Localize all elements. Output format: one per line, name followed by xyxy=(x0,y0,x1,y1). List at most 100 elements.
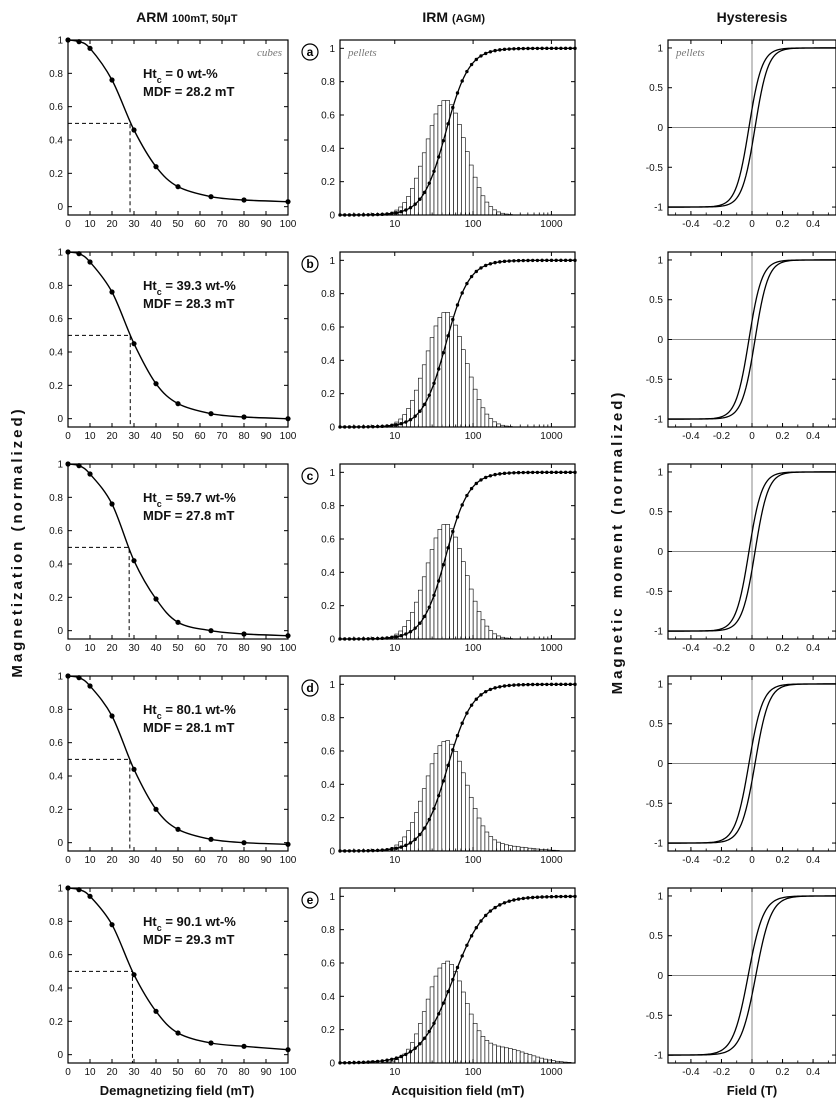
irm-panel-b-point-3 xyxy=(352,425,356,429)
arm-panel-e-point-1 xyxy=(76,887,82,893)
hysteresis-panel-b-xtick-label-4: 0.4 xyxy=(806,431,820,442)
irm-panel-a-point-21 xyxy=(437,155,441,159)
hysteresis-column-title: Hysteresis xyxy=(717,9,788,25)
irm-panel-b-hist-bar-18 xyxy=(453,324,458,428)
hysteresis-panel-c-ytick-label-4: 1 xyxy=(657,467,663,478)
hysteresis-panel-b-xtick-label-2: 0 xyxy=(749,431,755,442)
irm-panel-e-point-4 xyxy=(357,1060,361,1065)
arm-panel-e-point-9 xyxy=(285,1047,291,1053)
arm-panel-c-mdf-guide xyxy=(68,546,130,639)
irm-panel-d-hist-bar-12 xyxy=(425,775,431,852)
irm-panel-c-hist-bar-10 xyxy=(421,576,427,640)
arm-panel-d-point-5 xyxy=(153,806,159,812)
irm-panel-c-point-25 xyxy=(455,515,460,519)
irm-panel-b-point-7 xyxy=(371,425,375,429)
arm-panel-c: 0 10 20 30 40 50 60 70 80 90 100 0 0.2 0.4 0.6 0.8 1 Htc … xyxy=(49,460,319,654)
arm-panel-e-ytick-label-4: 0.8 xyxy=(49,917,63,928)
hysteresis-panel-d-xtick-label-0: -0.4 xyxy=(682,855,700,866)
irm-panel-c-hist-bar-11 xyxy=(425,562,431,640)
hysteresis-panel-e-ytick-label-1: -0.5 xyxy=(646,1011,664,1022)
arm-panel-c-point-3 xyxy=(109,501,115,507)
hysteresis-panel-e-ytick-label-4: 1 xyxy=(657,891,663,902)
irm-panel-e-point-31 xyxy=(484,913,488,918)
arm-panel-a-point-0 xyxy=(65,37,71,43)
irm-panel-e-point-48 xyxy=(563,894,568,899)
arm-panel-e-point-3 xyxy=(109,922,115,928)
irm-panel-b-point-47 xyxy=(559,258,563,263)
irm-panel-a-point-45 xyxy=(549,46,554,51)
arm-panel-d-ytick-label-1: 0.2 xyxy=(49,805,63,816)
arm-panel-a-xtick-label-5: 50 xyxy=(172,219,184,230)
irm-panel-e-point-0 xyxy=(338,1061,342,1065)
irm-panel-b-point-19 xyxy=(427,393,431,397)
irm-panel-d-hist-bar-29 xyxy=(492,839,497,852)
irm-panel-e-hist-bar-27 xyxy=(488,1042,494,1064)
irm-panel-a-hist-bar-26 xyxy=(484,201,490,216)
irm-panel-c-point-43 xyxy=(540,470,544,475)
arm-panel-c-point-2 xyxy=(87,471,93,477)
arm-panel-b-xtick-label-10: 100 xyxy=(280,431,297,442)
irm-panel-e-hist-bar-28 xyxy=(492,1044,497,1064)
irm-panel-c-point-6 xyxy=(366,637,370,641)
irm-panel-e-point-25 xyxy=(455,965,460,970)
irm-panel-a-hist-bar-27 xyxy=(488,206,494,216)
irm-panel-e-ytick-label-2: 0.4 xyxy=(321,992,335,1003)
irm-panel-d-hist-bar-11 xyxy=(421,788,427,852)
irm-panel-e-point-38 xyxy=(516,897,521,901)
irm-panel-d-point-24 xyxy=(451,748,455,752)
arm-panel-a-xtick-label-2: 20 xyxy=(106,219,118,230)
arm-panel-e-letter-badge xyxy=(301,891,319,909)
irm-panel-e-point-35 xyxy=(502,901,507,905)
irm-panel-c-point-14 xyxy=(404,632,408,636)
irm-panel-b-point-24 xyxy=(451,317,455,322)
hysteresis-panel-b-ytick-label-4: 1 xyxy=(657,255,663,266)
arm-panel-e-point-6 xyxy=(175,1030,181,1036)
irm-panel-b-point-42 xyxy=(535,258,540,263)
irm-panel-e: 10 100 1000 0 0.2 0.4 0.6 0.8 1 xyxy=(321,887,577,1078)
irm-panel-c-hist-bar-19 xyxy=(457,548,462,640)
irm-panel-e-point-20 xyxy=(432,1021,436,1025)
irm-panel-d-point-49 xyxy=(568,682,572,687)
irm-panel-a-point-28 xyxy=(469,62,474,67)
irm-panel-c-point-15 xyxy=(408,629,413,634)
arm-panel-a-ytick-label-5: 1 xyxy=(57,36,63,47)
irm-panel-c-point-12 xyxy=(394,635,399,639)
irm-panel-b-hist-bar-10 xyxy=(421,364,427,428)
irm-panel-a-point-44 xyxy=(545,46,549,51)
arm-panel-c-ytick-label-1: 0.2 xyxy=(49,593,63,604)
arm-panel-b-ytick-label-4: 0.8 xyxy=(49,281,63,292)
arm-panel-e-xtick-label-3: 30 xyxy=(128,1067,140,1078)
arm-panel-a-point-1 xyxy=(76,39,82,45)
irm-panel-b-hist-bar-25 xyxy=(480,407,486,428)
irm-panel-e-point-29 xyxy=(474,926,478,930)
arm-panel-a-xtick-label-8: 80 xyxy=(238,219,250,230)
irm-panel-d-point-35 xyxy=(502,684,507,688)
irm-panel-a-hist-bar-15 xyxy=(441,100,447,216)
irm-panel-e-point-42 xyxy=(535,895,540,899)
irm-panel-d-hist-bar-7 xyxy=(406,830,411,852)
hysteresis-panel-e-ytick-label-0: -1 xyxy=(654,1051,663,1062)
arm-panel-e-xtick-label-8: 80 xyxy=(238,1067,250,1078)
arm-panel-d-xtick-label-8: 80 xyxy=(238,855,250,866)
irm-panel-a-ytick-label-4: 0.8 xyxy=(321,77,335,88)
irm-panel-d-point-39 xyxy=(521,683,525,687)
irm-panel-b-hist-bar-6 xyxy=(406,408,411,428)
arm-panel-d-ytick-label-2: 0.4 xyxy=(49,772,63,783)
irm-panel-c-point-0 xyxy=(338,637,342,641)
hysteresis-panel-c-ytick-label-1: -0.5 xyxy=(646,587,664,598)
irm-panel-e-ytick-label-1: 0.2 xyxy=(321,1025,335,1036)
hysteresis-panel-d-ytick-label-2: 0 xyxy=(657,759,663,770)
hysteresis-panel-a-xtick-label-0: -0.4 xyxy=(682,219,700,230)
irm-panel-d-ytick-label-0: 0 xyxy=(329,847,335,858)
irm-panel-b-point-20 xyxy=(432,381,436,386)
irm-panel-d-hist-bar-35 xyxy=(515,846,521,852)
hysteresis-panel-a: -0.4 -0.2 0 0.2 0.4 -1 -0.5 0 0.5 1 pellets xyxy=(646,39,836,230)
irm-panel-e-point-15 xyxy=(408,1049,413,1054)
irm-panel-c-hist-bar-28 xyxy=(492,633,497,640)
arm-panel-d-xtick-label-2: 20 xyxy=(106,855,118,866)
arm-panel-d: 0 10 20 30 40 50 60 70 80 90 100 0 0.2 0.4 0.6 0.8 1 Htc … xyxy=(49,672,319,866)
irm-panel-b: 10 100 1000 0 0.2 0.4 0.6 0.8 1 xyxy=(321,251,577,442)
arm-panel-b-point-6 xyxy=(175,401,181,407)
hysteresis-panel-e: -0.4 -0.2 0 0.2 0.4 -1 -0.5 0 0.5 1 xyxy=(646,887,836,1078)
hysteresis-panel-a-ytick-label-2: 0 xyxy=(657,123,663,134)
